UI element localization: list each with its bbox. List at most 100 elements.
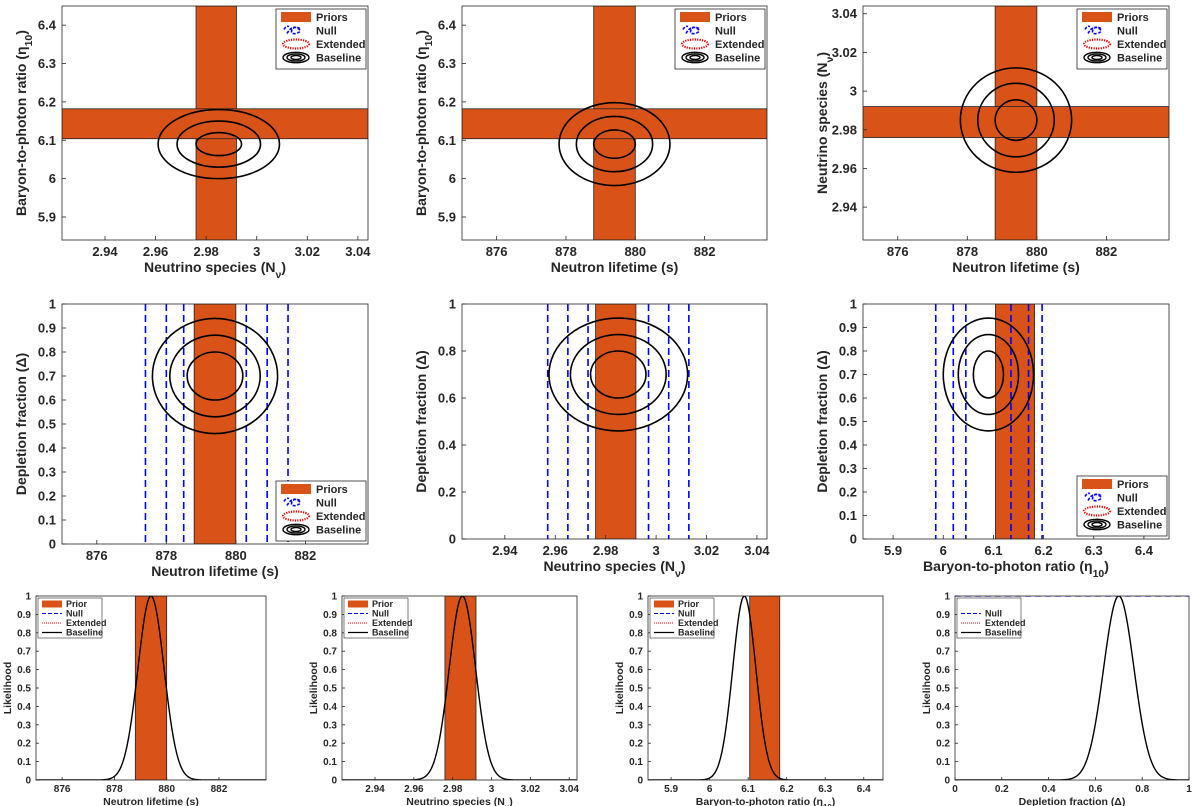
legend-label-prior: Prior [372, 599, 394, 609]
y-tick-label: 0.2 [629, 739, 643, 750]
legend-label-baseline: Baseline [372, 628, 409, 638]
panel-delta-vs-eta: 5.9 6 6.1 6.2 6.3 6.4 0 0.1 0.2 0.3 0.4 0.5 0.6 0.7 0.… [814, 297, 1170, 580]
baseline-contour-3 [959, 67, 1073, 174]
y-tick-label: 6.1 [38, 133, 56, 148]
x-tick-label: 882 [211, 784, 228, 795]
x-tick-label: 2.98 [193, 244, 218, 259]
y-tick-label: 0.9 [17, 610, 31, 621]
x-tick-label: 5.9 [664, 784, 678, 795]
x-axis-label-sub: ν [275, 269, 281, 281]
legend-swatch-baseline-0 [681, 51, 709, 64]
prior-band-x [134, 596, 168, 780]
legend-swatch-extended [1082, 38, 1112, 50]
legend-label-extended: Extended [678, 618, 719, 628]
y-axis-label-main: Likelihood [308, 662, 320, 715]
legend-label-prior: Prior [66, 599, 88, 609]
legend-label-extended: Extended [316, 39, 366, 51]
baseline-contour-1 [186, 351, 244, 401]
y-tick-label: 3.04 [832, 6, 858, 21]
x-tick-label: 6.1 [984, 543, 1002, 558]
panel-like-tau: 876 878 880 882 0 0.1 0.2 0.3 0.4 0.5 0.6 0.7 0.8 0.9… [2, 592, 267, 806]
x-tick-label: 880 [1026, 244, 1048, 259]
plot-area [144, 304, 289, 544]
legend-swatch-priors [680, 12, 710, 22]
legend-swatch-priors [1082, 12, 1112, 22]
y-tick-label: 0.3 [38, 465, 56, 480]
legend-label-priors: Priors [316, 12, 348, 24]
y-tick-label: 2.94 [832, 200, 858, 215]
y-axis-label: Likelihood [614, 662, 626, 715]
plot-area [462, 6, 767, 240]
x-axis-label-main: Neutron lifetime (s) [151, 563, 279, 579]
legend-swatch-prior [42, 600, 62, 608]
prior-band-x [193, 304, 237, 544]
plot-area [546, 304, 690, 539]
y-axis-label: Baryon-to-photon ratio (η10) [13, 30, 35, 216]
x-tick-label: 1 [1186, 784, 1192, 795]
legend-swatch-priors [281, 484, 311, 494]
x-axis-label-main: Depletion fraction (Δ) [1019, 796, 1126, 806]
legend-label-null: Null [372, 609, 389, 619]
y-tick-label: 1 [49, 297, 56, 312]
x-tick-label: 2.98 [593, 543, 618, 558]
y-tick-label: 6.4 [38, 18, 57, 33]
x-tick-label: 3.02 [694, 543, 719, 558]
legend-label-extended: Extended [1117, 39, 1167, 51]
x-axis-label: Depletion fraction (Δ) [1019, 796, 1126, 806]
y-tick-label: 0 [944, 776, 950, 787]
y-tick-label: 0.4 [936, 702, 950, 713]
plot-area [36, 596, 266, 780]
legend-swatch-baseline-1 [286, 53, 306, 62]
baseline-contour-1 [972, 350, 1005, 399]
y-tick-label: 0.7 [936, 647, 950, 658]
legend-label-baseline: Baseline [316, 525, 361, 537]
prior-band-x [444, 596, 477, 780]
baseline-contour-2 [575, 115, 654, 173]
x-tick-label: 2.96 [143, 244, 168, 259]
x-axis-label-sub: 10 [1093, 568, 1105, 580]
y-tick-label: 1 [637, 592, 643, 603]
baseline-contour-2 [168, 334, 262, 418]
x-tick-label: 3.02 [295, 244, 320, 259]
y-tick-label: 0 [850, 532, 857, 547]
y-axis-label-main: Depletion fraction (Δ) [814, 350, 830, 492]
y-tick-label: 0.2 [38, 489, 56, 504]
y-tick-label: 0.5 [38, 417, 56, 432]
legend-label-priors: Priors [715, 12, 747, 24]
y-tick-label: 0.3 [17, 720, 31, 731]
y-axis-label-main: Depletion fraction (Δ) [13, 353, 29, 495]
y-tick-label: 0.2 [438, 485, 456, 500]
axes-box [461, 303, 768, 540]
panel-delta-vs-tau: 876 878 880 882 0 0.1 0.2 0.3 0.4 0.5 0.6 0.7 0.8 0.9… [13, 297, 369, 579]
x-axis-label-sub: 10 [823, 803, 832, 806]
legend-swatch-null [1084, 25, 1102, 35]
y-tick-label: 2.98 [832, 122, 857, 137]
legend-swatch-baseline-2 [290, 526, 302, 533]
x-tick-label: 878 [106, 784, 123, 795]
x-axis-label-main: Neutron lifetime (s) [103, 796, 199, 806]
y-tick-label: 1 [25, 592, 31, 603]
x-axis-label-tail: ) [509, 796, 513, 806]
x-axis-label-main: Neutrino species (N [406, 796, 505, 806]
x-tick-label: 876 [54, 784, 71, 795]
baseline-contour-2 [957, 333, 1020, 416]
y-tick-label: 0.4 [839, 438, 858, 453]
legend-label-baseline: Baseline [985, 628, 1022, 638]
y-axis-label: Depletion fraction (Δ) [413, 350, 429, 492]
y-tick-label: 6.2 [38, 94, 56, 109]
y-tick-label: 0 [25, 776, 31, 787]
x-axis-label: Neutron lifetime (s) [151, 563, 279, 579]
y-tick-label: 0.4 [17, 702, 31, 713]
plot-area [648, 596, 883, 780]
x-tick-label: 2.96 [543, 543, 568, 558]
x-axis-label-main: Neutron lifetime (s) [551, 259, 679, 275]
legend-label-null: Null [316, 498, 337, 510]
y-axis-label-sub: 10 [23, 35, 35, 47]
y-tick-label: 0.8 [17, 628, 31, 639]
y-tick-label: 0.8 [839, 344, 857, 359]
x-axis-label: Neutron lifetime (s) [103, 796, 199, 806]
